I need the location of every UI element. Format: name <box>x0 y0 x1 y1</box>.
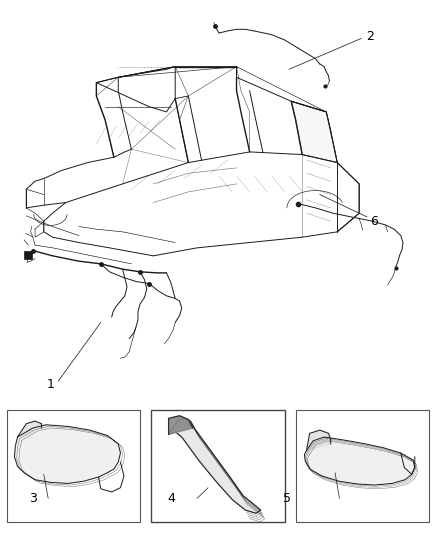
Bar <box>296 410 429 522</box>
Text: 6: 6 <box>371 215 378 228</box>
Text: 4: 4 <box>167 492 175 505</box>
Bar <box>24 251 32 259</box>
Polygon shape <box>14 425 120 483</box>
Text: 1: 1 <box>46 378 54 391</box>
Text: 5: 5 <box>283 492 291 505</box>
Polygon shape <box>169 418 261 513</box>
Polygon shape <box>304 437 415 485</box>
Bar <box>7 410 140 522</box>
Polygon shape <box>307 430 331 450</box>
Bar <box>151 410 285 522</box>
Polygon shape <box>18 421 42 437</box>
Text: 2: 2 <box>366 30 374 43</box>
Polygon shape <box>169 416 193 434</box>
Polygon shape <box>291 101 337 163</box>
Text: 3: 3 <box>29 492 37 505</box>
